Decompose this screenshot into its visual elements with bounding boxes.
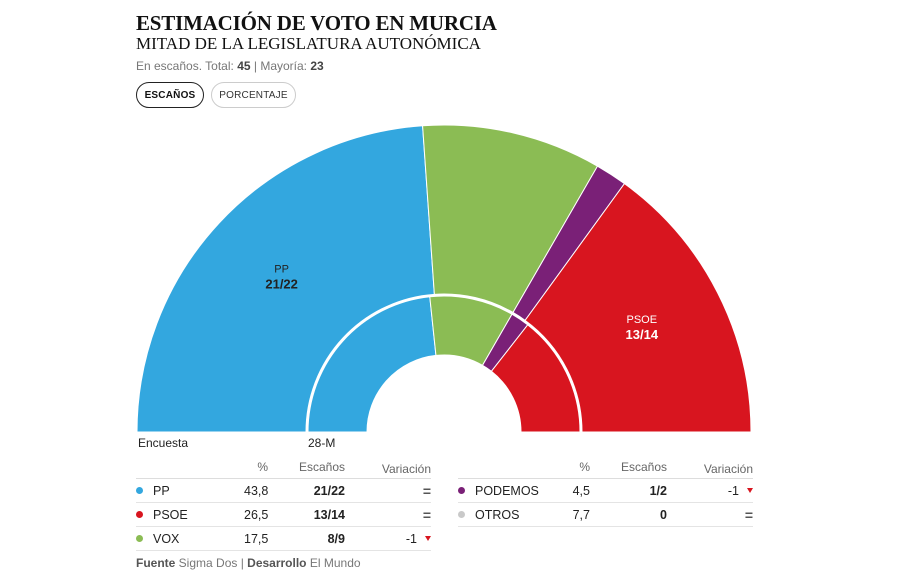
- meta-total: 45: [237, 59, 251, 73]
- party-seats: 8/9: [327, 531, 345, 546]
- meta-prefix: En escaños. Total:: [136, 59, 238, 73]
- source-value: Sigma Dos |: [175, 556, 248, 570]
- header-pct: %: [579, 460, 590, 474]
- party-seats: 21/22: [313, 483, 345, 498]
- party-pct: 17,5: [244, 531, 269, 546]
- party-variation: -1: [727, 483, 739, 498]
- table-header: % Escaños Variación: [136, 460, 431, 479]
- party-seats: 13/14: [313, 507, 345, 522]
- seat-arc-psoe-survey: [524, 182, 752, 433]
- party-color-dot: [136, 535, 143, 542]
- header-seats: Escaños: [298, 460, 345, 474]
- party-variation: =: [422, 482, 431, 499]
- party-color-dot: [458, 487, 465, 494]
- slice-label-value: 21/22: [265, 277, 298, 292]
- header-variation: Variación: [381, 462, 431, 476]
- table-row: PODEMOS 4,5 1/2 -1: [458, 479, 753, 503]
- table-row: OTROS 7,7 0 =: [458, 503, 753, 527]
- chart-meta: En escaños. Total: 45 | Mayoría: 23: [136, 59, 324, 73]
- table-row: VOX 17,5 8/9 -1: [136, 527, 431, 551]
- seat-arc-pp-previous: [307, 296, 437, 433]
- percentage-toggle-button[interactable]: PORCENTAJE: [211, 82, 296, 108]
- slice-label-value: 13/14: [626, 327, 659, 342]
- party-name: OTROS: [475, 507, 520, 522]
- dev-label: Desarrollo: [247, 556, 307, 570]
- meta-separator: | Mayoría:: [250, 59, 311, 73]
- party-variation: =: [744, 506, 753, 523]
- party-name: VOX: [153, 531, 180, 546]
- meta-majority: 23: [310, 59, 324, 73]
- chart-footer: Fuente Sigma Dos | Desarrollo El Mundo: [136, 556, 361, 570]
- party-color-dot: [136, 511, 143, 518]
- chart-subtitle: MITAD DE LA LEGISLATURA AUTONÓMICA: [136, 34, 481, 53]
- table-body: PODEMOS 4,5 1/2 -1 OTROS 7,7 0 =: [458, 479, 753, 527]
- party-pct: 7,7: [572, 507, 590, 522]
- party-pct: 4,5: [572, 483, 590, 498]
- outer-ring-label: Encuesta: [138, 436, 189, 450]
- header-seats: Escaños: [620, 460, 667, 474]
- inner-ring-label: 28-M: [308, 436, 336, 450]
- table-row: PSOE 26,5 13/14 =: [136, 503, 431, 527]
- seats-toggle-button[interactable]: ESCAÑOS: [136, 82, 204, 108]
- down-arrow-icon: [747, 488, 753, 493]
- party-color-dot: [458, 511, 465, 518]
- table-header: % Escaños Variación: [458, 460, 753, 479]
- header-pct: %: [257, 460, 268, 474]
- party-seats: 1/2: [649, 483, 667, 498]
- dev-value: El Mundo: [306, 556, 361, 570]
- party-variation: -1: [405, 531, 417, 546]
- seat-arc-psoe-previous: [490, 324, 581, 433]
- results-table-right: % Escaños Variación PODEMOS 4,5 1/2 -1 OTROS…: [458, 460, 753, 527]
- party-name: PODEMOS: [475, 483, 539, 498]
- party-variation: =: [422, 506, 431, 523]
- down-arrow-icon: [425, 536, 431, 541]
- seat-arc-pp-survey: [136, 125, 435, 433]
- party-seats: 0: [660, 507, 667, 522]
- party-name: PSOE: [153, 507, 188, 522]
- party-pct: 43,8: [244, 483, 269, 498]
- slice-label-name: PP: [274, 264, 289, 276]
- party-pct: 26,5: [244, 507, 269, 522]
- table-row: PP 43,8 21/22 =: [136, 479, 431, 503]
- source-label: Fuente: [136, 556, 176, 570]
- slice-label-name: PSOE: [627, 314, 658, 326]
- results-table-left: % Escaños Variación PP 43,8 21/22 = PSOE 26,5…: [136, 460, 431, 551]
- header-variation: Variación: [703, 462, 753, 476]
- party-color-dot: [136, 487, 143, 494]
- chart-title: ESTIMACIÓN DE VOTO EN MURCIA: [136, 11, 497, 35]
- party-name: PP: [153, 483, 170, 498]
- table-body: PP 43,8 21/22 = PSOE 26,5 13/14 = VOX 17,5 8/9 -1: [136, 479, 431, 551]
